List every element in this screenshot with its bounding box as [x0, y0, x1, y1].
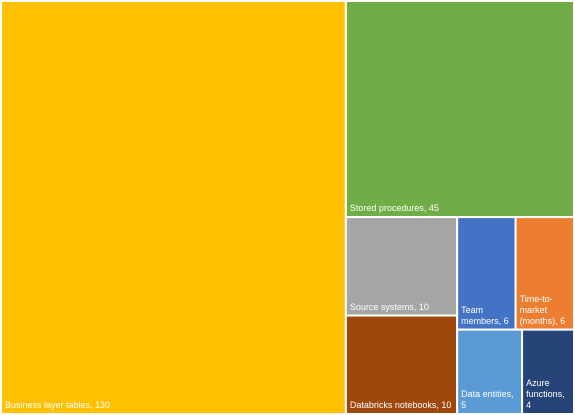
tile-label: Azure functions, 4 — [526, 377, 565, 410]
tile-label-box: Business layer tables, 130 — [5, 400, 111, 410]
tile-label-box: Stored procedures, 45 — [349, 203, 439, 214]
tile-label: Team members, 6 — [461, 304, 509, 326]
tile-label-box: Time-to-market (months), 6 — [519, 293, 566, 326]
tile-label: Stored procedures, 45 — [349, 203, 439, 214]
tile-label-box: Azure functions, 4 — [526, 377, 565, 410]
tile-label-box: Data entities, 5 — [461, 388, 514, 410]
tile-label-box: Team members, 6 — [461, 304, 509, 326]
tile — [344, 0, 575, 219]
tile-label: Time-to-market (months), 6 — [519, 293, 566, 326]
tile — [521, 328, 575, 415]
tile-label: Data entities, 5 — [461, 388, 514, 410]
tile-label: Databricks notebooks, 10 — [349, 399, 452, 410]
tile-label: Business layer tables, 130 — [5, 400, 111, 410]
tile-label: Source systems, 10 — [349, 301, 429, 312]
tile — [344, 216, 459, 317]
tile-label-box: Databricks notebooks, 10 — [349, 399, 452, 410]
tile — [0, 0, 347, 415]
tile — [456, 328, 524, 415]
tile — [514, 216, 575, 331]
tile-label-box: Source systems, 10 — [349, 301, 429, 312]
